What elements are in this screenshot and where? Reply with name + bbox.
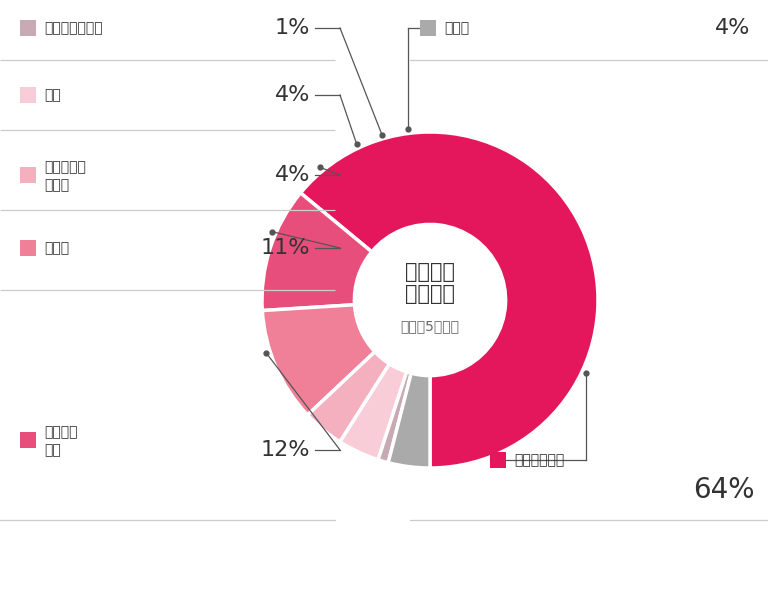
FancyBboxPatch shape	[20, 167, 36, 183]
Wedge shape	[378, 372, 411, 463]
Text: 臨床: 臨床	[44, 443, 61, 457]
Text: 4%: 4%	[715, 18, 750, 38]
FancyBboxPatch shape	[20, 87, 36, 103]
FancyBboxPatch shape	[20, 432, 36, 448]
Text: 伴侶動物臨床: 伴侶動物臨床	[514, 453, 564, 467]
Text: 11%: 11%	[260, 238, 310, 258]
FancyBboxPatch shape	[20, 20, 36, 36]
Text: 動物園・水族館: 動物園・水族館	[44, 21, 103, 35]
Wedge shape	[388, 373, 430, 468]
Text: 進学: 進学	[44, 88, 61, 102]
Text: 4%: 4%	[275, 85, 310, 105]
Wedge shape	[263, 305, 375, 415]
Wedge shape	[262, 193, 372, 310]
Text: 4%: 4%	[275, 165, 310, 185]
Text: 産業動物: 産業動物	[44, 425, 78, 439]
Text: 1%: 1%	[275, 18, 310, 38]
Text: 64%: 64%	[694, 476, 755, 504]
Text: 医療福祉・: 医療福祉・	[44, 160, 86, 174]
FancyBboxPatch shape	[420, 20, 436, 36]
Text: その他: その他	[444, 21, 469, 35]
FancyBboxPatch shape	[20, 240, 36, 256]
Wedge shape	[307, 352, 389, 442]
Text: 公務員: 公務員	[44, 241, 69, 255]
Text: 主な進路: 主な進路	[405, 284, 455, 304]
Text: 医薬品: 医薬品	[44, 178, 69, 192]
Text: （過去5年分）: （過去5年分）	[400, 319, 459, 333]
FancyBboxPatch shape	[490, 452, 506, 468]
Wedge shape	[300, 132, 598, 468]
Wedge shape	[340, 364, 406, 460]
Text: 12%: 12%	[260, 440, 310, 460]
Text: 卒業後の: 卒業後の	[405, 262, 455, 282]
